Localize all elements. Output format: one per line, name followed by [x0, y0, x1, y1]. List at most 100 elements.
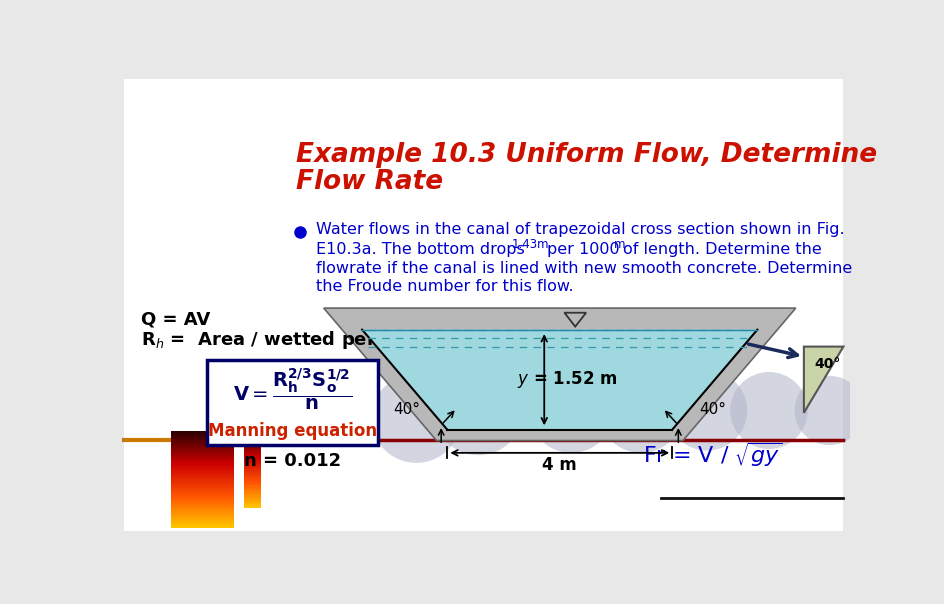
Circle shape [795, 376, 865, 445]
Circle shape [529, 368, 614, 453]
Text: 1.43: 1.43 [512, 239, 538, 251]
Bar [244, 448, 261, 449]
Bar [171, 461, 234, 463]
Circle shape [666, 370, 748, 451]
Text: Q = AV: Q = AV [142, 310, 211, 329]
Bar [244, 449, 261, 450]
Bar [244, 460, 261, 461]
Bar [244, 484, 261, 485]
Circle shape [598, 368, 683, 453]
Bar [244, 463, 261, 464]
Bar [171, 492, 234, 494]
Bar [171, 457, 234, 458]
Bar [244, 458, 261, 459]
Text: Example 10.3 Uniform Flow, Determine: Example 10.3 Uniform Flow, Determine [296, 142, 877, 168]
Bar [207, 361, 378, 445]
Bar [171, 435, 234, 437]
Bar [171, 497, 234, 499]
Bar [171, 454, 234, 455]
Bar [171, 491, 234, 492]
Bar [244, 493, 261, 494]
Text: of length. Determine the: of length. Determine the [622, 242, 821, 257]
Bar [244, 439, 261, 440]
Bar [244, 498, 261, 500]
Bar [171, 507, 234, 509]
Bar [171, 489, 234, 491]
Bar [171, 510, 234, 512]
Text: per 1000: per 1000 [547, 242, 619, 257]
Bar [244, 504, 261, 506]
Bar [171, 496, 234, 497]
Bar [171, 519, 234, 520]
Bar [171, 452, 234, 454]
Bar [244, 445, 261, 446]
Bar [244, 490, 261, 492]
Bar [244, 503, 261, 504]
Bar [171, 486, 234, 487]
Bar [171, 480, 234, 481]
Bar [244, 450, 261, 451]
Bar [244, 466, 261, 467]
Bar [171, 512, 234, 513]
Bar [244, 459, 261, 460]
Text: 40°: 40° [699, 402, 726, 417]
Bar [171, 473, 234, 475]
Bar [171, 439, 234, 440]
Bar [244, 502, 261, 503]
Bar [171, 484, 234, 486]
Bar [171, 442, 234, 443]
Text: $\mathbf{V} = \dfrac{\mathbf{R_h^{2/3}S_o^{1/2}}}{\mathbf{n}}$: $\mathbf{V} = \dfrac{\mathbf{R_h^{2/3}S_… [233, 366, 352, 412]
Bar [171, 520, 234, 522]
Bar [244, 495, 261, 496]
Bar [171, 515, 234, 517]
Bar [171, 432, 234, 434]
Polygon shape [324, 308, 796, 440]
Text: Manning equation: Manning equation [208, 422, 377, 440]
Bar [244, 443, 261, 445]
Text: E10.3a. The bottom drops: E10.3a. The bottom drops [315, 242, 524, 257]
Bar [171, 448, 234, 450]
Bar [171, 487, 234, 489]
Bar [171, 522, 234, 524]
Bar [171, 478, 234, 480]
Bar [244, 457, 261, 458]
Bar [244, 451, 261, 452]
Bar [244, 501, 261, 502]
Bar [171, 450, 234, 452]
Bar [171, 440, 234, 442]
Bar [244, 437, 261, 439]
Text: 40°: 40° [814, 358, 840, 371]
Bar [171, 483, 234, 484]
Bar [171, 468, 234, 470]
Bar [244, 507, 261, 509]
Bar [171, 447, 234, 448]
Bar [244, 455, 261, 457]
Text: $y$ = 1.52 m: $y$ = 1.52 m [517, 369, 617, 390]
Bar [244, 475, 261, 476]
Bar [171, 517, 234, 519]
Bar [171, 513, 234, 515]
Bar [244, 467, 261, 468]
Bar [244, 506, 261, 507]
Bar [244, 464, 261, 466]
Bar [244, 480, 261, 481]
Bar [171, 455, 234, 457]
Polygon shape [362, 330, 757, 430]
Bar [244, 432, 261, 433]
Bar [171, 499, 234, 501]
Circle shape [731, 372, 808, 449]
Bar [244, 483, 261, 484]
Bar [171, 527, 234, 528]
Bar [244, 440, 261, 441]
Polygon shape [804, 347, 843, 413]
Bar [244, 486, 261, 487]
Bar [171, 471, 234, 473]
Bar [171, 481, 234, 483]
Text: n = 0.012: n = 0.012 [244, 452, 341, 469]
Bar [244, 468, 261, 469]
Bar [244, 489, 261, 490]
Text: 4 m: 4 m [543, 456, 577, 474]
Bar [171, 434, 234, 435]
Bar [244, 433, 261, 434]
Text: flowrate if the canal is lined with new smooth concrete. Determine: flowrate if the canal is lined with new … [315, 260, 851, 275]
